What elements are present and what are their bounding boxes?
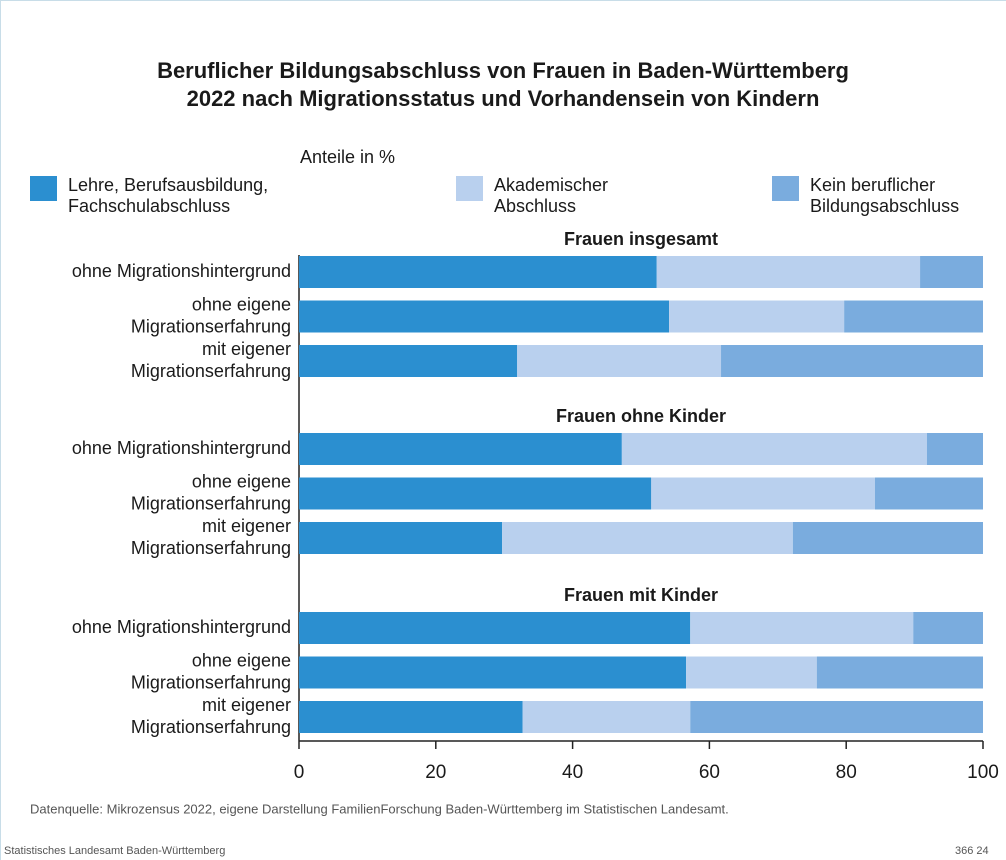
bar-segment — [299, 345, 518, 377]
category-label: mit eigener Migrationserfahrung — [131, 695, 291, 737]
bar-segment — [299, 300, 670, 333]
bar-segment — [690, 612, 914, 644]
legend-swatch — [772, 176, 799, 201]
x-tick-label: 60 — [699, 762, 720, 783]
bar-segment — [299, 612, 691, 644]
category-label: ohne Migrationshintergrund — [72, 261, 291, 281]
bar-segment — [502, 522, 793, 554]
bar-segment — [651, 477, 875, 510]
subtitle: Anteile in % — [300, 147, 395, 167]
bar-segment — [721, 345, 983, 377]
x-tick-label: 80 — [836, 762, 857, 783]
legend-label: Kein beruflicher Bildungsabschluss — [810, 175, 959, 216]
bar-segment — [926, 433, 983, 465]
bar-segment — [816, 656, 983, 689]
category-label: ohne eigene Migrationserfahrung — [131, 650, 291, 692]
bar-segment — [621, 433, 927, 465]
bar-segment — [686, 656, 817, 689]
x-tick-label: 0 — [294, 762, 305, 783]
bar-segment — [299, 433, 622, 465]
source: Datenquelle: Mikrozensus 2022, eigene Da… — [30, 801, 729, 816]
legend-swatch — [30, 176, 57, 201]
bar-segment — [844, 300, 983, 333]
bar-segment — [299, 701, 523, 733]
legend-label: Lehre, Berufsausbildung, Fachschulabschlu… — [68, 175, 268, 216]
category-label: mit eigener Migrationserfahrung — [131, 339, 291, 381]
bar-segment — [920, 256, 983, 288]
x-tick-label: 40 — [562, 762, 583, 783]
category-label: ohne Migrationshintergrund — [72, 438, 291, 458]
bar-segment — [299, 522, 503, 554]
category-label: ohne eigene Migrationserfahrung — [131, 471, 291, 513]
bar-segment — [522, 701, 691, 733]
group-title: Frauen mit Kinder — [564, 585, 718, 605]
legend-label: Akademischer Abschluss — [494, 175, 608, 216]
legend-swatch — [456, 176, 483, 201]
bar-segment — [669, 300, 845, 333]
footer-right: 366 24 — [955, 845, 989, 857]
bar-segment — [690, 701, 983, 733]
bar-segment — [299, 656, 687, 689]
bar-segment — [299, 256, 657, 288]
category-label: ohne Migrationshintergrund — [72, 617, 291, 637]
bar-segment — [299, 477, 652, 510]
group-title: Frauen ohne Kinder — [556, 406, 726, 426]
category-label: ohne eigene Migrationserfahrung — [131, 294, 291, 336]
x-tick-label: 100 — [967, 762, 999, 783]
bar-segment — [517, 345, 722, 377]
x-tick-label: 20 — [425, 762, 446, 783]
category-label: mit eigener Migrationserfahrung — [131, 516, 291, 558]
footer-left: Statistisches Landesamt Baden-Württember… — [4, 845, 225, 857]
bar-segment — [656, 256, 921, 288]
bar-segment — [913, 612, 983, 644]
group-title: Frauen insgesamt — [564, 229, 718, 249]
chart-title: Beruflicher Bildungsabschluss von Frauen… — [157, 58, 849, 111]
bar-segment — [792, 522, 983, 554]
bar-segment — [874, 477, 983, 510]
